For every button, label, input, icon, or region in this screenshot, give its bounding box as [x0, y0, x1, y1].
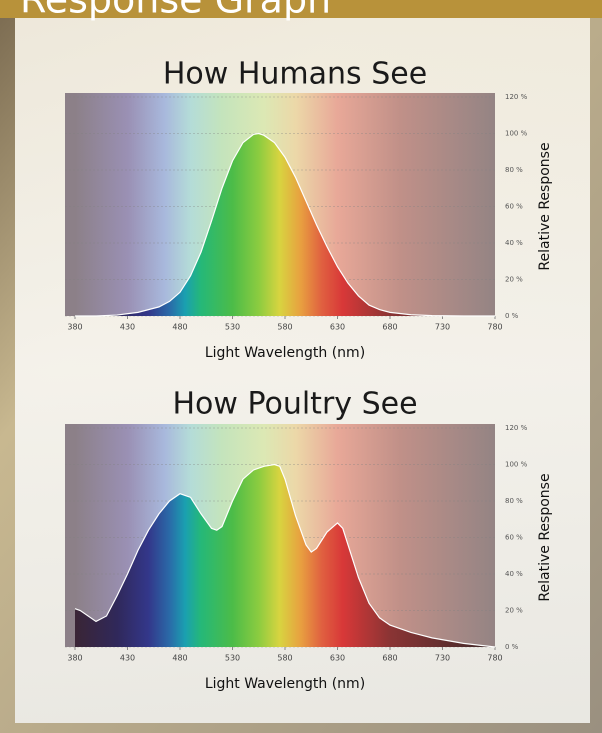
y-tick-label: 100 % — [505, 130, 528, 138]
x-axis-title: Light Wavelength (nm) — [205, 676, 365, 692]
x-tick-label: 780 — [487, 323, 502, 332]
x-tick-label: 380 — [67, 323, 82, 332]
y-tick-label: 40 % — [505, 239, 523, 247]
x-tick-label: 680 — [382, 323, 397, 332]
page: Response Graph How Humans See 0 % 20 % 40 %… — [0, 0, 602, 733]
x-tick-label: 580 — [277, 654, 292, 663]
x-tick-label: 630 — [330, 654, 345, 663]
x-tick-label: 430 — [120, 654, 135, 663]
x-tick-label: 430 — [120, 323, 135, 332]
chart-title: How Poultry See — [172, 387, 417, 422]
y-tick-label: 60 % — [505, 203, 523, 211]
y-tick-label: 0 % — [505, 643, 519, 651]
header-title: Response Graph — [20, 0, 331, 22]
y-tick-label: 120 % — [505, 93, 528, 101]
y-axis-title: Relative Response — [537, 142, 553, 270]
x-tick-label: 680 — [382, 654, 397, 663]
x-tick-label: 780 — [487, 654, 502, 663]
x-tick-label: 530 — [225, 654, 240, 663]
x-tick-label: 580 — [277, 323, 292, 332]
y-tick-label: 0 % — [505, 312, 519, 320]
y-tick-label: 60 % — [505, 534, 523, 542]
chart-title: How Humans See — [163, 57, 427, 92]
infographic: Response Graph How Humans See 0 % 20 % 40 %… — [0, 0, 602, 733]
x-tick-label: 480 — [172, 654, 187, 663]
y-tick-label: 100 % — [505, 461, 528, 469]
x-tick-label: 730 — [435, 323, 450, 332]
y-tick-label: 80 % — [505, 497, 523, 505]
y-tick-label: 40 % — [505, 570, 523, 578]
x-tick-label: 630 — [330, 323, 345, 332]
y-tick-label: 20 % — [505, 607, 523, 615]
y-tick-label: 120 % — [505, 424, 528, 432]
x-tick-label: 730 — [435, 654, 450, 663]
x-tick-label: 380 — [67, 654, 82, 663]
x-axis-title: Light Wavelength (nm) — [205, 345, 365, 361]
y-axis-title: Relative Response — [537, 473, 553, 601]
y-tick-label: 20 % — [505, 276, 523, 284]
x-tick-label: 530 — [225, 323, 240, 332]
x-tick-label: 480 — [172, 323, 187, 332]
y-tick-label: 80 % — [505, 166, 523, 174]
